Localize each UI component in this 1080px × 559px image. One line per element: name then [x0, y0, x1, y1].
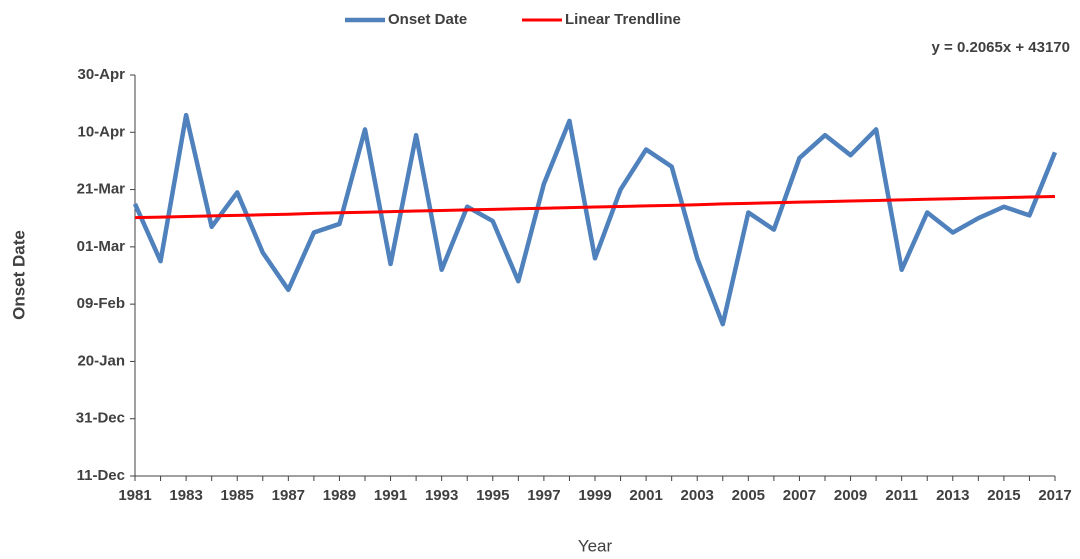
x-tick-label: 1985: [221, 487, 254, 504]
x-tick-label: 2017: [1038, 487, 1071, 504]
y-tick-label: 09-Feb: [77, 295, 125, 312]
series-line: [134, 194, 1056, 220]
y-axis-title: Onset Date: [9, 230, 28, 320]
x-tick-label: 2001: [629, 487, 662, 504]
y-tick-label: 11-Dec: [77, 467, 125, 484]
legend-label: Linear Trendline: [565, 11, 681, 28]
y-tick-label: 01-Mar: [77, 238, 126, 255]
x-tick-label: 1991: [374, 487, 407, 504]
x-tick-label: 2011: [885, 487, 918, 504]
series-line: [132, 112, 1058, 327]
y-tick-label: 21-Mar: [77, 181, 126, 198]
legend-label: Onset Date: [388, 11, 467, 28]
x-tick-label: 2015: [987, 487, 1020, 504]
x-axis-title: Year: [578, 536, 613, 555]
y-tick-label: 30-Apr: [77, 66, 125, 83]
x-tick-label: 2013: [936, 487, 969, 504]
x-tick-label: 1987: [272, 487, 305, 504]
x-tick-label: 1999: [578, 487, 611, 504]
x-tick-label: 1981: [118, 487, 151, 504]
x-tick-label: 1995: [476, 487, 509, 504]
x-tick-label: 2007: [783, 487, 816, 504]
x-tick-label: 2003: [681, 487, 714, 504]
x-tick-label: 1989: [323, 487, 356, 504]
x-tick-label: 1993: [425, 487, 458, 504]
y-tick-label: 20-Jan: [77, 352, 125, 369]
x-tick-label: 1997: [527, 487, 560, 504]
y-tick-label: 10-Apr: [77, 123, 125, 140]
trend-equation: y = 0.2065x + 43170: [932, 39, 1070, 56]
y-tick-label: 31-Dec: [76, 410, 125, 427]
x-tick-label: 1983: [169, 487, 202, 504]
x-tick-label: 2009: [834, 487, 867, 504]
x-tick-label: 2005: [732, 487, 765, 504]
